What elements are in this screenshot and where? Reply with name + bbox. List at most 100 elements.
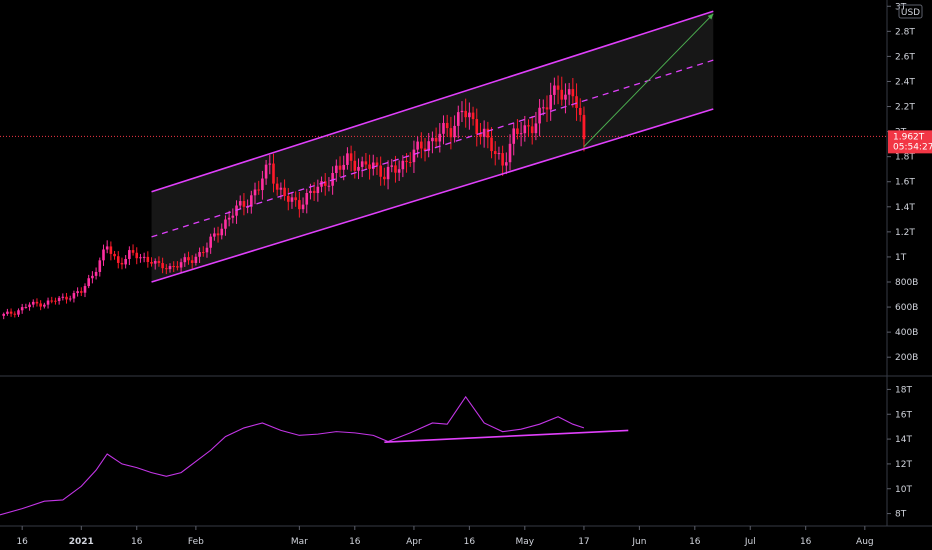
- candle-body: [383, 176, 386, 180]
- candle-body: [523, 125, 527, 134]
- candle-body: [231, 215, 235, 218]
- price-axis-label: 400B: [895, 328, 918, 338]
- candle-body: [83, 286, 87, 293]
- candle-body: [316, 186, 320, 194]
- candle-body: [39, 303, 42, 307]
- candle-body: [397, 169, 401, 173]
- candle-body: [582, 116, 586, 137]
- candle-body: [305, 193, 309, 205]
- candle-body: [50, 300, 54, 302]
- currency-badge-frame: [898, 4, 923, 19]
- candle-body: [368, 164, 371, 169]
- candle-body: [54, 300, 57, 302]
- candle-body: [2, 313, 5, 316]
- price-pane[interactable]: [0, 10, 887, 320]
- currency-label: USD: [901, 8, 920, 18]
- candle-body: [275, 183, 279, 190]
- price-axis-label: 2.2T: [895, 103, 915, 113]
- indicator-axis[interactable]: 8T 10T 12T 14T 16T 18T: [887, 385, 912, 520]
- candle-body: [253, 189, 257, 196]
- projection-arrow[interactable]: [583, 13, 714, 147]
- price-badge-value: 1.962T: [893, 132, 925, 142]
- candle-body: [57, 297, 61, 302]
- price-badge-countdown: 05:54:27: [893, 142, 932, 152]
- candle-body: [394, 165, 397, 173]
- candle-body: [261, 178, 264, 191]
- candle-body: [135, 252, 139, 259]
- candle-body: [224, 219, 227, 229]
- time-axis-label: 16: [464, 537, 476, 547]
- indicator-axis-label: 14T: [895, 435, 912, 445]
- candle-body: [109, 246, 113, 254]
- candle-body: [567, 89, 571, 95]
- candle-body: [43, 304, 46, 307]
- candle-body: [490, 137, 493, 152]
- price-axis-label: 2.4T: [895, 77, 915, 87]
- candle-body: [142, 256, 146, 258]
- candle-body: [227, 217, 231, 220]
- candle-body: [327, 185, 331, 187]
- candle-body: [279, 187, 283, 190]
- price-axis[interactable]: 200B400B600B800B1T1.2T1.4T1.6T1.8T2T2.2T…: [887, 2, 918, 363]
- candle-body: [98, 260, 102, 272]
- candle-body: [538, 107, 541, 124]
- candle-body: [468, 112, 471, 118]
- candle-body: [335, 165, 338, 174]
- candle-body: [128, 250, 131, 259]
- candle-body: [412, 149, 416, 163]
- candle-body: [379, 165, 382, 177]
- time-axis-label: 16: [16, 537, 28, 547]
- candle-body: [31, 301, 35, 305]
- candle-body: [464, 110, 467, 118]
- candle-body: [24, 307, 28, 309]
- candle-body: [179, 262, 183, 268]
- candle-body: [76, 291, 79, 294]
- time-axis-label: 16: [800, 537, 812, 547]
- candle-body: [250, 195, 253, 207]
- indicator-axis-label: 10T: [895, 485, 912, 495]
- candle-body: [113, 253, 116, 257]
- candle-body: [28, 304, 31, 308]
- candlestick-series: [2, 75, 586, 320]
- candle-body: [201, 252, 205, 254]
- indicator-pane[interactable]: [0, 395, 629, 516]
- candle-body: [445, 122, 449, 129]
- candle-body: [349, 153, 353, 161]
- time-axis-label: 17: [578, 537, 589, 547]
- candle-body: [238, 201, 242, 206]
- candle-body: [527, 125, 530, 127]
- candle-body: [9, 311, 13, 314]
- currency-badge[interactable]: USD: [898, 4, 923, 19]
- indicator-support-trendline[interactable]: [384, 429, 629, 443]
- candle-body: [323, 181, 327, 186]
- candle-body: [530, 126, 534, 134]
- time-axis[interactable]: 16 2021 16 Feb Mar 16 Apr 16 May 17 Jun 16 Jul 16 Aug: [16, 526, 874, 547]
- candle-body: [168, 266, 172, 270]
- candle-body: [35, 301, 39, 304]
- candle-body: [449, 128, 453, 138]
- candle-body: [116, 256, 120, 263]
- candle-body: [190, 260, 194, 263]
- candle-body: [216, 233, 220, 236]
- time-axis-label: Jun: [631, 537, 646, 547]
- price-badge-background: [888, 130, 932, 154]
- candle-body: [198, 252, 201, 257]
- price-axis-label: 800B: [895, 278, 918, 288]
- candle-body: [486, 128, 490, 138]
- candle-body: [442, 122, 445, 134]
- candle-body: [272, 163, 275, 184]
- price-axis-label: 200B: [895, 353, 918, 363]
- candle-body: [386, 166, 390, 180]
- candle-body: [519, 133, 523, 135]
- channel-upper-line[interactable]: [151, 10, 714, 193]
- candle-body: [187, 257, 190, 261]
- candle-body: [290, 197, 294, 202]
- candle-body: [264, 164, 268, 179]
- channel-lower-line[interactable]: [151, 108, 714, 283]
- candle-body: [357, 166, 360, 171]
- candle-body: [13, 313, 17, 315]
- candle-body: [194, 256, 198, 263]
- candle-body: [420, 141, 423, 149]
